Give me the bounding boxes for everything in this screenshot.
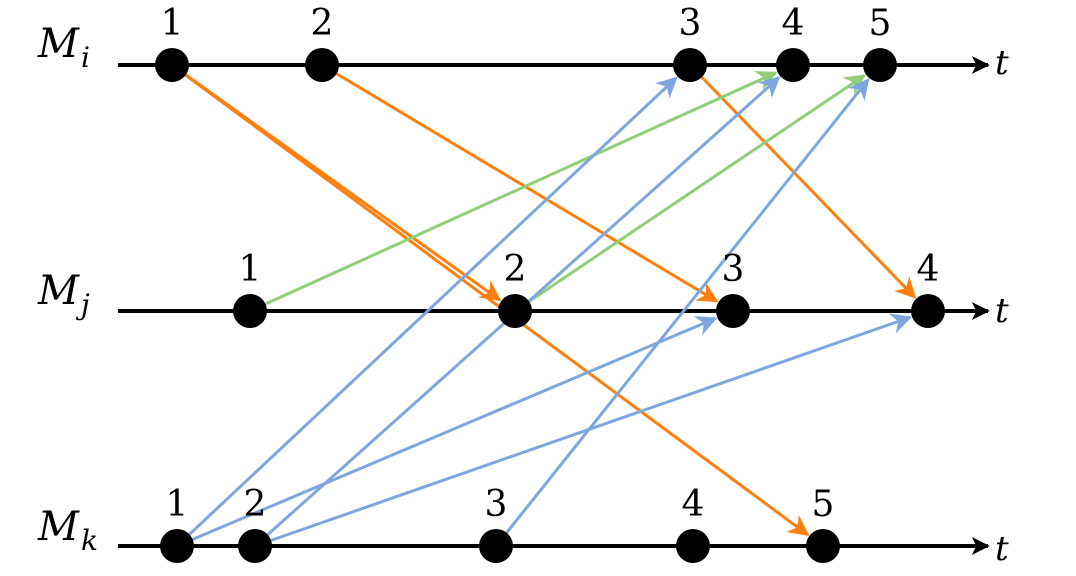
message-k2-to-j4	[254, 313, 913, 548]
messages	[171, 63, 917, 548]
process-label-j: Mj	[37, 268, 90, 321]
event-j1	[233, 294, 267, 328]
event-label-k4: 4	[682, 484, 705, 525]
event-i5	[863, 48, 897, 82]
event-i4	[776, 48, 810, 82]
message-k1-to-j3	[176, 316, 718, 548]
message-k1-to-i3	[175, 76, 678, 548]
event-k2	[238, 529, 272, 563]
event-label-i5: 5	[869, 3, 892, 44]
event-i3	[673, 48, 707, 82]
event-label-j1: 1	[239, 249, 262, 290]
event-label-j4: 4	[917, 249, 940, 290]
message-i2-to-j3	[321, 63, 719, 303]
event-label-k5: 5	[812, 484, 835, 525]
message-k3-to-i5	[494, 78, 870, 547]
event-label-k3: 3	[485, 484, 508, 525]
event-j2	[498, 294, 532, 328]
event-k4	[676, 529, 710, 563]
message-i1-to-k5	[171, 63, 810, 536]
axis-label-t-k: t	[995, 529, 1009, 569]
message-j2-to-i5	[514, 74, 866, 313]
event-label-i4: 4	[782, 3, 805, 44]
event-j3	[716, 294, 750, 328]
event-j4	[911, 294, 945, 328]
event-k1	[160, 529, 194, 563]
message-j1-to-i4	[249, 71, 778, 313]
process-label-i: Mi	[37, 21, 90, 74]
message-i3-to-j4	[688, 63, 917, 299]
event-label-i3: 3	[679, 3, 702, 44]
event-k5	[806, 529, 840, 563]
event-k3	[479, 529, 513, 563]
event-label-k1: 1	[166, 484, 189, 525]
event-i2	[305, 48, 339, 82]
event-label-j2: 2	[504, 249, 527, 290]
axis-label-t-i: t	[995, 43, 1009, 83]
event-label-j3: 3	[722, 249, 745, 290]
axis-label-t-j: t	[995, 291, 1009, 331]
event-label-i1: 1	[161, 3, 184, 44]
event-label-i2: 2	[311, 3, 334, 44]
event-i1	[155, 48, 189, 82]
events: 1 2 3 4 5 1 2 3 4 1 2 3 4 5	[155, 3, 945, 563]
process-label-k: Mk	[37, 504, 98, 557]
event-label-k2: 2	[244, 484, 267, 525]
